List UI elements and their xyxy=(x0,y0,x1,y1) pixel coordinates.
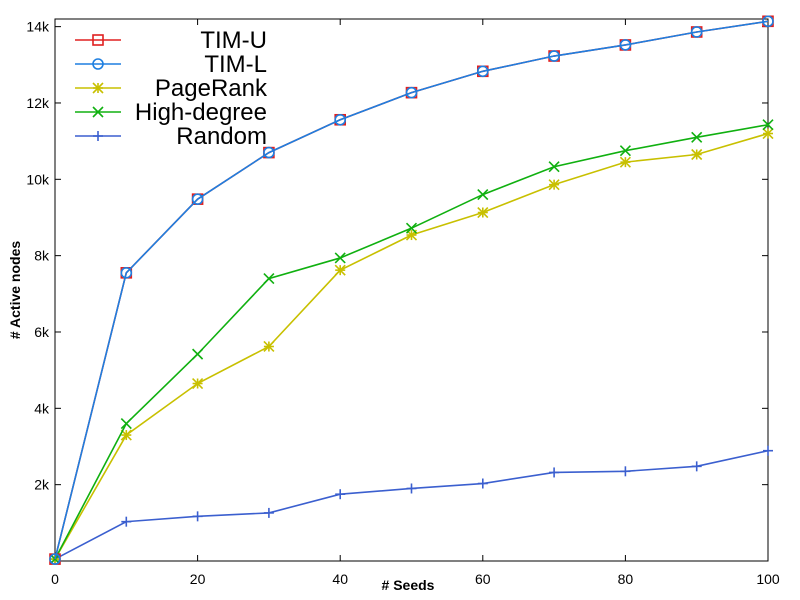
x-tick-label: 0 xyxy=(51,571,59,587)
x-axis-title: # Seeds xyxy=(382,577,435,593)
legend-marker-pagerank xyxy=(92,82,104,94)
series-high-degree xyxy=(49,119,774,565)
data-point-tim-l xyxy=(405,86,418,99)
data-point-pagerank xyxy=(477,206,489,219)
data-point-random xyxy=(121,516,132,527)
data-point-random xyxy=(620,466,631,477)
data-point-pagerank xyxy=(548,179,560,191)
data-point-tim-l xyxy=(191,193,204,205)
y-tick-label: 12k xyxy=(26,95,50,111)
axis-ticks: 0 20 40 60 80 100 2k 4k 6k 8k 10k 12k 14k xyxy=(26,19,779,587)
data-point-high-degree xyxy=(762,119,774,131)
series-pagerank xyxy=(49,127,774,565)
data-point-pagerank xyxy=(762,127,774,140)
legend-item-high-degree: High-degree xyxy=(75,99,267,126)
data-point-high-degree xyxy=(405,222,418,234)
data-point-random xyxy=(263,507,274,518)
data-point-high-degree xyxy=(263,272,275,285)
data-point-tim-l xyxy=(619,39,632,51)
y-tick-label: 10k xyxy=(26,171,50,187)
legend-item-pagerank: PageRank xyxy=(75,75,268,102)
data-point-tim-l xyxy=(334,113,347,126)
data-point-tim-l xyxy=(263,146,275,159)
series-line-tim-l xyxy=(54,20,769,560)
data-point-tim-l xyxy=(762,15,774,28)
y-tick-label: 6k xyxy=(34,324,50,340)
y-tick-label: 14k xyxy=(26,19,50,35)
data-point-random xyxy=(406,483,417,494)
data-point-tim-l xyxy=(690,26,703,38)
legend-marker-random xyxy=(93,131,103,141)
legend-item-tim-u: TIM-U xyxy=(75,27,267,54)
y-tick-label: 8k xyxy=(34,248,50,264)
data-point-high-degree xyxy=(192,348,204,360)
data-point-random xyxy=(549,467,560,478)
legend-label-random: Random xyxy=(176,123,267,150)
legend-label-tim-l: TIM-L xyxy=(204,51,267,78)
x-tick-label: 80 xyxy=(618,571,634,587)
x-tick-label: 40 xyxy=(332,571,348,587)
data-point-high-degree xyxy=(477,189,489,201)
data-point-random xyxy=(477,478,488,489)
series-line-pagerank xyxy=(54,132,769,560)
plot-frame xyxy=(54,18,769,562)
y-axis-title: # Active nodes xyxy=(7,241,23,340)
data-point-tim-l xyxy=(120,267,133,279)
legend-marker-tim-l xyxy=(92,58,104,70)
data-point-tim-l xyxy=(49,553,61,565)
data-point-high-degree xyxy=(120,418,132,430)
series-layer xyxy=(49,15,774,565)
legend-item-random: Random xyxy=(75,123,267,150)
data-point-pagerank xyxy=(619,156,631,168)
series-tim-l xyxy=(49,15,774,565)
series-line-random xyxy=(54,449,769,560)
data-point-pagerank xyxy=(263,340,275,353)
data-point-high-degree xyxy=(334,252,346,264)
data-point-pagerank xyxy=(120,429,132,441)
data-point-high-degree xyxy=(548,161,560,173)
data-point-random xyxy=(335,489,346,500)
x-tick-label: 60 xyxy=(475,571,491,587)
data-point-random xyxy=(763,445,773,456)
data-point-random xyxy=(192,511,203,522)
legend-label-high-degree: High-degree xyxy=(135,99,267,126)
legend-label-tim-u: TIM-U xyxy=(200,27,267,54)
data-point-high-degree xyxy=(619,145,631,157)
data-point-random xyxy=(691,461,702,472)
x-tick-label: 100 xyxy=(756,571,780,587)
legend-marker-tim-u xyxy=(92,34,104,46)
legend-item-tim-l: TIM-L xyxy=(75,51,267,78)
y-tick-label: 2k xyxy=(34,477,50,493)
data-point-pagerank xyxy=(334,264,346,276)
data-point-pagerank xyxy=(691,148,703,161)
legend-marker-high-degree xyxy=(92,106,104,118)
y-tick-label: 4k xyxy=(34,400,50,416)
data-point-pagerank xyxy=(192,377,204,390)
data-point-tim-l xyxy=(476,65,489,78)
series-random xyxy=(50,445,773,565)
series-line-high-degree xyxy=(54,123,769,560)
x-tick-label: 20 xyxy=(190,571,206,587)
data-point-tim-l xyxy=(548,50,560,62)
data-point-high-degree xyxy=(691,131,703,143)
legend-label-pagerank: PageRank xyxy=(155,75,268,102)
